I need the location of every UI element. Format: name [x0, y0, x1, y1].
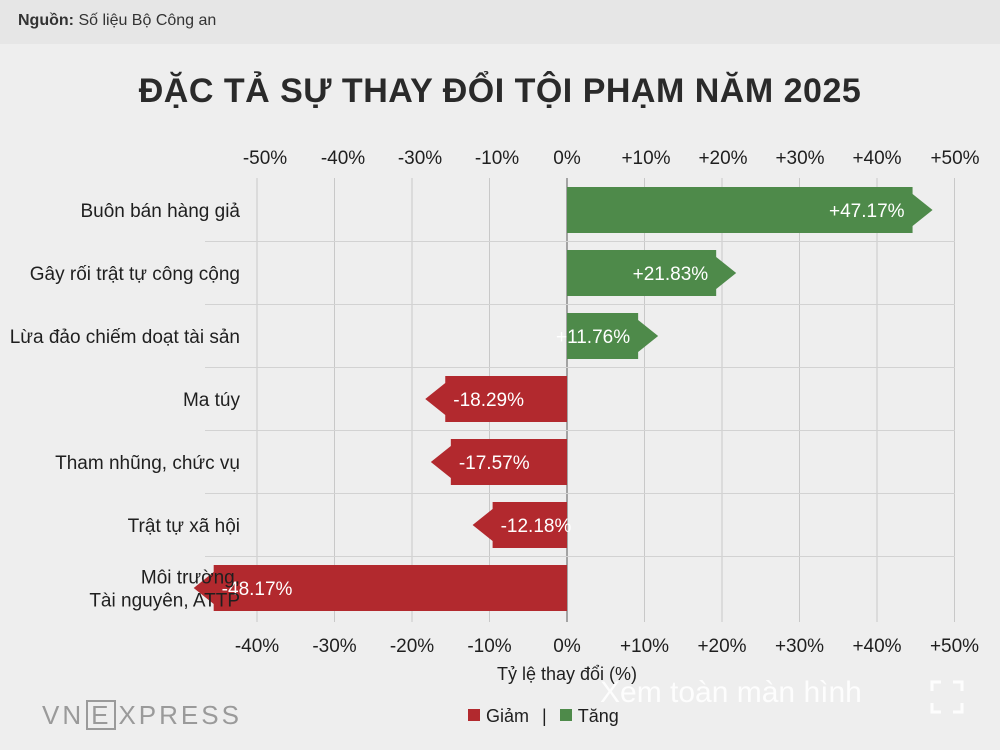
- category-label: Tài nguyên, ATTP: [89, 591, 240, 612]
- data-label: -12.18%: [501, 516, 572, 537]
- bar-increase: [567, 313, 659, 359]
- top-tick-label: +20%: [698, 148, 747, 169]
- data-label: -18.29%: [453, 390, 524, 411]
- data-label: +11.76%: [556, 327, 630, 348]
- source-label: Nguồn:: [18, 12, 74, 29]
- category-label: Gây rối trật tự công cộng: [30, 264, 240, 285]
- top-tick-label: -40%: [321, 148, 365, 169]
- bar-increase: [567, 250, 737, 296]
- data-label: +21.83%: [633, 264, 709, 285]
- top-tick-label: -30%: [398, 148, 442, 169]
- category-label: Tham nhũng, chức vụ: [55, 453, 240, 474]
- fullscreen-icon[interactable]: [930, 680, 964, 714]
- source-bar: Nguồn: Số liệu Bộ Công an: [0, 0, 1000, 44]
- source-text: Số liệu Bộ Công an: [78, 12, 217, 29]
- bottom-tick-label: -10%: [467, 636, 511, 657]
- bottom-tick-label: +10%: [620, 636, 669, 657]
- legend-label-increase: Tăng: [577, 706, 619, 726]
- category-label: Ma túy: [183, 390, 241, 411]
- category-label: Môi trường,: [141, 568, 240, 589]
- bar-decrease: [430, 439, 567, 485]
- legend: Giảm | Tăng: [468, 706, 619, 727]
- x-axis-title: Tỷ lệ thay đổi (%): [497, 664, 637, 684]
- data-label: -48.17%: [222, 579, 293, 600]
- legend-item-increase: Tăng: [559, 706, 619, 726]
- source-note: Nguồn: Số liệu Bộ Công an: [18, 12, 216, 30]
- top-tick-label: +10%: [621, 148, 670, 169]
- legend-item-decrease: Giảm: [468, 706, 529, 726]
- vnexpress-logo: VN E XPRESS: [42, 700, 242, 731]
- legend-swatch-decrease: [468, 709, 480, 722]
- bar-decrease: [472, 502, 567, 548]
- bar-decrease: [425, 376, 567, 422]
- bottom-tick-label: +30%: [775, 636, 824, 657]
- legend-swatch-increase: [559, 709, 572, 722]
- legend-separator: |: [542, 706, 547, 726]
- bottom-tick-label: +50%: [930, 636, 979, 657]
- bar-increase: [567, 187, 933, 233]
- bottom-tick-label: -30%: [312, 636, 356, 657]
- top-tick-label: -10%: [475, 148, 519, 169]
- top-tick-label: 0%: [553, 148, 581, 169]
- top-tick-label: +50%: [930, 148, 979, 169]
- bottom-tick-label: -20%: [390, 636, 434, 657]
- category-label: Trật tự xã hội: [128, 516, 240, 537]
- top-tick-label: +40%: [852, 148, 901, 169]
- logo-part-e: E: [86, 700, 117, 730]
- bottom-tick-label: 0%: [553, 636, 581, 657]
- bottom-tick-label: +40%: [852, 636, 901, 657]
- fullscreen-overlay-text[interactable]: Xem toàn màn hình: [600, 676, 862, 709]
- top-tick-label: -50%: [243, 148, 287, 169]
- data-label: -17.57%: [459, 453, 530, 474]
- bottom-tick-label: -40%: [235, 636, 279, 657]
- category-label: Buôn bán hàng giả: [80, 201, 240, 222]
- logo-part-vn: VN: [42, 700, 85, 730]
- chart-title: ĐẶC TẢ SỰ THAY ĐỔI TỘI PHẠM NĂM 2025: [138, 72, 862, 110]
- category-label: Lừa đảo chiếm doạt tài sản: [10, 327, 240, 348]
- legend-label-decrease: Giảm: [486, 706, 530, 726]
- data-label: +47.17%: [829, 201, 905, 222]
- bar-decrease: [193, 565, 567, 611]
- logo-part-xpress: XPRESS: [118, 700, 242, 730]
- bottom-tick-label: +20%: [697, 636, 746, 657]
- top-tick-label: +30%: [775, 148, 824, 169]
